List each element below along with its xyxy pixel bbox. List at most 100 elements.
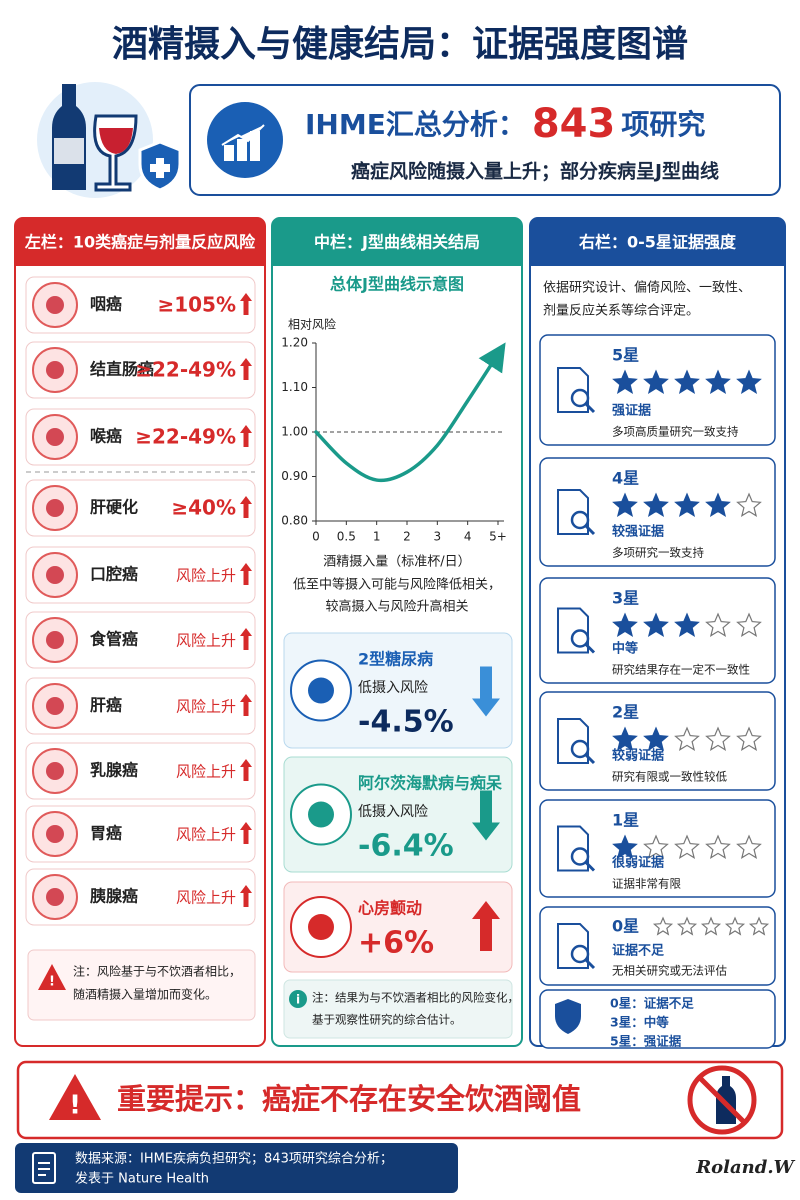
- middle-column-header: [272, 218, 522, 266]
- organ-icon-core: [46, 825, 64, 843]
- content: 酒精摄入与健康结局：证据强度图谱 IHME汇总分析： 843 项研究癌症风险随摄入量上…: [14, 23, 796, 1193]
- middle-note: 注：结果为与不饮酒者相比的风险变化，: [312, 991, 519, 1005]
- right-column-header: [530, 218, 785, 266]
- middle-column-title: 中栏：J型曲线相关结局: [314, 233, 480, 252]
- evidence-desc: 多项高质量研究一致支持: [612, 425, 739, 439]
- risk-value: 风险上升: [176, 698, 236, 716]
- source-line: 发表于 Nature Health: [75, 1171, 209, 1187]
- cancer-name: 肝硬化: [90, 498, 138, 517]
- star-filled: [643, 492, 669, 517]
- legend-entry: 5星：强证据: [610, 1034, 682, 1049]
- risk-arrow: [240, 759, 252, 781]
- organ-icon-core: [46, 566, 64, 584]
- legend-entry: 0星：证据不足: [610, 996, 694, 1011]
- evidence-desc: 证据非常有限: [612, 877, 681, 891]
- outcome-name: 阿尔茨海默病与痴呆: [358, 774, 503, 793]
- info-icon-mark: i: [296, 993, 300, 1007]
- left-note-box: [27, 949, 256, 1021]
- outcome-arrow: [472, 666, 500, 717]
- star-empty: [674, 834, 700, 859]
- outcome-name: 2型糖尿病: [358, 650, 433, 669]
- x-tick-label: 4: [464, 530, 472, 544]
- risk-value: ≥40%: [171, 496, 236, 520]
- legend-box: [539, 989, 776, 1049]
- risk-arrow: [240, 358, 252, 380]
- doc-icon-lens: [570, 629, 590, 648]
- risk-value: 风险上升: [176, 889, 236, 907]
- right-column-title: 右栏：0-5星证据强度: [579, 233, 737, 252]
- risk-row: [25, 742, 256, 800]
- outcome-change: -6.4%: [358, 829, 454, 864]
- info-icon: [289, 990, 307, 1008]
- doc-icon-handle: [584, 643, 596, 654]
- warning-banner-mark: !: [69, 1091, 81, 1121]
- star-empty: [705, 834, 731, 859]
- risk-value: 风险上升: [176, 567, 236, 585]
- star-filled: [612, 369, 638, 394]
- legend-entry: 3星：中等: [610, 1015, 669, 1030]
- risk-row: [25, 868, 256, 926]
- outcome-condition: 低摄入风险: [358, 680, 428, 696]
- star-filled: [674, 492, 700, 517]
- risk-arrow: [240, 822, 252, 844]
- j-curve: [314, 342, 506, 483]
- star-filled: [612, 726, 638, 751]
- warning-icon: [38, 964, 66, 990]
- evidence-label: 2星: [612, 703, 639, 722]
- risk-arrow: [240, 293, 252, 315]
- doc-icon-lens: [570, 388, 590, 408]
- outcome-arrow: [472, 901, 500, 951]
- organ-icon-core: [46, 361, 64, 379]
- cancer-name: 口腔癌: [90, 565, 138, 584]
- left-column-title: 左栏：10类癌症与剂量反应风险: [24, 233, 256, 252]
- cancer-name: 喉癌: [90, 427, 122, 446]
- outcome-card: [283, 632, 513, 749]
- star-empty: [736, 492, 762, 517]
- organ-icon-core: [46, 762, 64, 780]
- cancer-name: 胰腺癌: [90, 887, 138, 906]
- star-empty: [705, 726, 731, 751]
- evidence-label: 4星: [612, 469, 639, 488]
- risk-row: [25, 479, 256, 537]
- evidence-grade: 较强证据: [612, 524, 664, 540]
- star-filled: [643, 726, 669, 751]
- cancer-name: 胃癌: [90, 824, 122, 843]
- x-tick-label: 0.5: [337, 530, 356, 544]
- warning-banner: [16, 1060, 784, 1140]
- evidence-label: 3星: [612, 589, 639, 608]
- risk-value: 风险上升: [176, 763, 236, 781]
- organ-icon-core: [46, 631, 64, 649]
- chart-note: 较高摄入与风险升高相关: [325, 599, 468, 615]
- page-title: 酒精摄入与健康结局：证据强度图谱: [112, 23, 688, 65]
- risk-arrow: [240, 628, 252, 650]
- risk-value: 风险上升: [176, 826, 236, 844]
- middle-note: 基于观察性研究的综合估计。: [312, 1013, 462, 1027]
- risk-arrow: [240, 496, 252, 518]
- outcome-icon-core: [308, 914, 334, 940]
- doc-icon-handle: [584, 861, 596, 872]
- risk-arrow: [240, 694, 252, 716]
- risk-value: ≥22-49%: [135, 425, 236, 449]
- y-tick-label: 1.20: [281, 336, 308, 350]
- cancer-name: 乳腺癌: [90, 761, 138, 780]
- star-filled: [612, 612, 638, 637]
- risk-row: [25, 408, 256, 466]
- doc-icon-handle: [584, 402, 596, 414]
- outcome-change: +6%: [358, 926, 434, 961]
- warning-banner-icon: [49, 1074, 101, 1120]
- cancer-name: 咽癌: [90, 295, 122, 314]
- left-note: 随酒精摄入量增加而变化。: [73, 987, 217, 1002]
- star-filled: [643, 612, 669, 637]
- star-empty: [700, 916, 722, 936]
- summary-suffix: 项研究: [621, 108, 705, 141]
- star-empty: [736, 726, 762, 751]
- risk-row: [25, 276, 256, 334]
- cancer-name: 结直肠癌: [89, 360, 154, 379]
- x-tick-label: 5+: [489, 530, 507, 544]
- y-tick-label: 1.10: [281, 380, 308, 394]
- doc-icon-lens: [570, 847, 590, 866]
- warning-icon-mark: !: [49, 975, 55, 990]
- star-empty: [705, 612, 731, 637]
- no-drink-slash: [698, 1076, 746, 1124]
